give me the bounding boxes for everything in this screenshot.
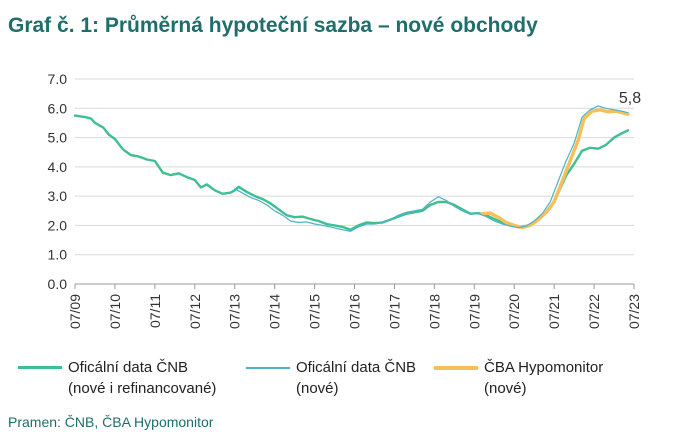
x-tick-label-0: 07/09 xyxy=(67,294,83,329)
source-note: Pramen: ČNB, ČBA Hypomonitor xyxy=(8,414,214,430)
line-chart: 0.0 1.0 2.0 3.0 4.0 5.0 6.0 7.0 07/09 07/10 07/11… xyxy=(48,71,642,329)
x-tick-label-9: 07/18 xyxy=(426,294,442,329)
legend-line2: (nové) xyxy=(296,380,339,397)
legend-line2: (nové) xyxy=(484,380,527,397)
x-tick-label-6: 07/15 xyxy=(307,294,323,329)
y-tick-label-4: 4.0 xyxy=(48,159,68,175)
legend-label: Oficální data ČNB (nové) xyxy=(296,357,416,399)
y-tick-label-5: 5.0 xyxy=(48,130,68,146)
x-tick-label-8: 07/17 xyxy=(386,294,402,329)
y-axis-ticks: 0.0 1.0 2.0 3.0 4.0 5.0 6.0 7.0 xyxy=(48,71,68,292)
series-lines xyxy=(73,105,630,232)
legend-line1: Oficální data ČNB xyxy=(68,359,189,376)
x-tick-label-2: 07/11 xyxy=(147,294,163,328)
y-tick-label-1: 1.0 xyxy=(48,247,68,263)
x-tick-label-12: 07/21 xyxy=(546,294,562,329)
x-tick-label-4: 07/13 xyxy=(227,294,243,329)
y-tick-label-6: 6.0 xyxy=(48,100,68,116)
legend-line1: Oficální data ČNB xyxy=(296,359,417,376)
y-tick-label-2: 2.0 xyxy=(48,217,68,233)
x-tick-label-13: 07/22 xyxy=(586,294,602,329)
x-tick-label-11: 07/20 xyxy=(506,294,522,329)
x-tick-label-7: 07/16 xyxy=(347,294,363,329)
annotation-label: 5,8 xyxy=(619,90,641,107)
x-tick-label-3: 07/12 xyxy=(187,294,203,329)
chart-title: Graf č. 1: Průměrná hypoteční sazba – no… xyxy=(8,14,538,37)
legend-swatch xyxy=(18,366,62,369)
legend-label: Oficální data ČNB (nové i refinancované) xyxy=(68,357,216,399)
legend-line1: ČBA Hypomonitor xyxy=(484,359,604,376)
legend-label: ČBA Hypomonitor (nové) xyxy=(484,357,603,399)
x-tick-label-14: 07/23 xyxy=(626,294,642,329)
series-line-1 xyxy=(234,105,629,232)
legend-swatch xyxy=(246,367,290,369)
x-tick-label-5: 07/14 xyxy=(267,294,283,329)
legend-line2: (nové i refinancované) xyxy=(68,380,217,397)
y-tick-label-0: 0.0 xyxy=(48,276,68,292)
y-tick-label-3: 3.0 xyxy=(48,188,68,204)
x-tick-label-10: 07/19 xyxy=(466,294,482,329)
series-line-2 xyxy=(480,108,630,230)
grid-lines xyxy=(75,78,634,285)
x-tick-label-1: 07/10 xyxy=(107,294,123,329)
legend-swatch xyxy=(434,366,478,370)
x-axis-ticks: 07/09 07/10 07/11 07/12 07/13 07/14 07/15 07/16… xyxy=(67,284,642,329)
y-tick-label-7: 7.0 xyxy=(48,71,68,87)
